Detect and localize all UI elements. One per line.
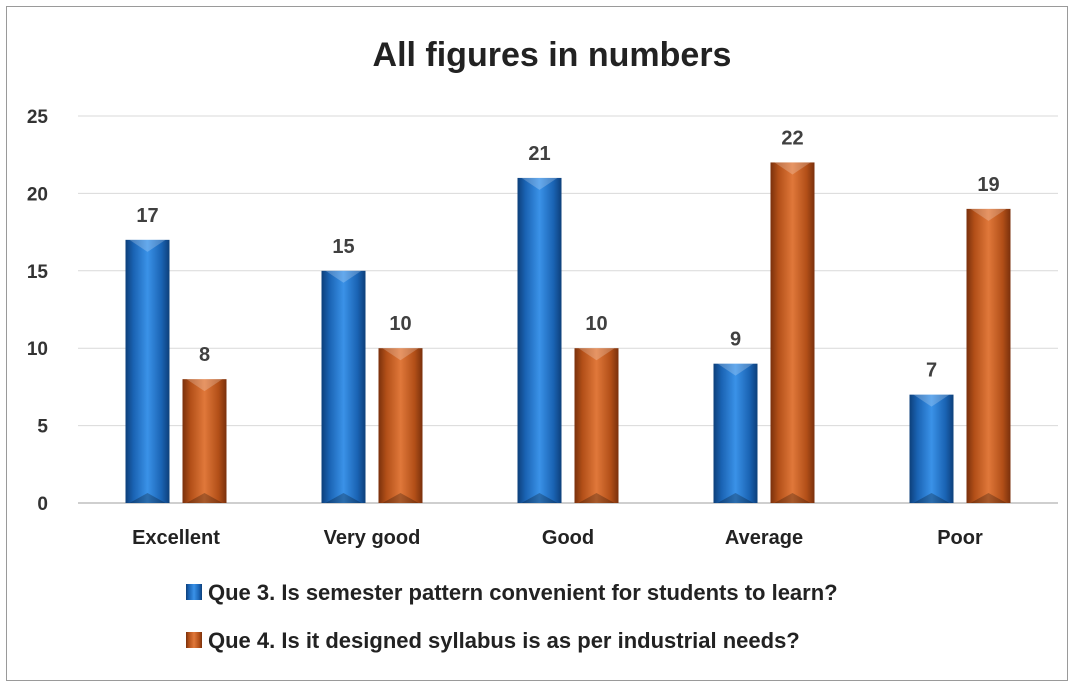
y-tick-label: 20 bbox=[27, 184, 48, 205]
chart-title: All figures in numbers bbox=[373, 36, 732, 74]
bar-series-1-good bbox=[518, 178, 562, 503]
legend: Que 3. Is semester pattern convenient fo… bbox=[186, 580, 838, 653]
x-axis-labels: Excellent Very good Good Average Poor bbox=[132, 527, 983, 549]
x-tick-label: Very good bbox=[324, 527, 421, 549]
y-axis-ticks: 0 5 10 15 20 25 bbox=[27, 107, 49, 515]
x-tick-label: Good bbox=[542, 527, 594, 549]
data-label: 10 bbox=[389, 313, 411, 335]
data-label: 15 bbox=[332, 236, 354, 258]
bar-series-1-very-good bbox=[322, 271, 366, 503]
data-label: 10 bbox=[585, 313, 607, 335]
data-label: 17 bbox=[136, 205, 158, 227]
y-tick-label: 25 bbox=[27, 107, 49, 128]
x-tick-label: Average bbox=[725, 527, 803, 549]
data-label: 7 bbox=[926, 360, 937, 382]
bar-series-1-excellent bbox=[126, 240, 170, 503]
legend-swatch bbox=[186, 632, 202, 648]
y-tick-label: 15 bbox=[27, 262, 49, 283]
data-label: 19 bbox=[977, 174, 999, 196]
data-label: 8 bbox=[199, 344, 210, 366]
y-tick-label: 0 bbox=[37, 494, 48, 515]
x-tick-label: Excellent bbox=[132, 527, 220, 549]
data-label: 9 bbox=[730, 329, 741, 351]
legend-entry-label: Que 3. Is semester pattern convenient fo… bbox=[208, 580, 838, 605]
data-label: 22 bbox=[781, 127, 803, 149]
bar-series-1-average bbox=[714, 364, 758, 503]
y-tick-label: 10 bbox=[27, 339, 48, 360]
bar-series-2-excellent bbox=[183, 379, 227, 503]
legend-swatch bbox=[186, 584, 202, 600]
bar-series-2-good bbox=[575, 348, 619, 503]
bar-series-2-poor bbox=[967, 209, 1011, 503]
y-tick-label: 5 bbox=[37, 417, 48, 438]
bar-series-2-very-good bbox=[379, 348, 423, 503]
x-tick-label: Poor bbox=[937, 527, 983, 549]
legend-entry-label: Que 4. Is it designed syllabus is as per… bbox=[208, 628, 800, 653]
bar-series-2-average bbox=[771, 162, 815, 503]
data-label: 21 bbox=[528, 143, 550, 165]
bar-series-1-poor bbox=[910, 395, 954, 503]
bars: 17 8 15 10 21 10 9 22 7 19 bbox=[126, 127, 1011, 503]
